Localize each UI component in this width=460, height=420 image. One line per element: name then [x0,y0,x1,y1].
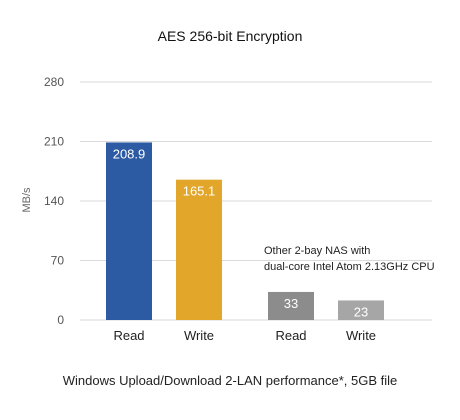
y-tick-label: 280 [44,75,64,89]
y-tick-label: 70 [51,254,65,268]
bar-value-label: 33 [284,296,298,311]
bar-4 [338,300,384,320]
x-category-label: Read [113,328,144,343]
bar-3 [268,291,314,320]
x-category-label: Read [275,328,306,343]
chart-title: AES 256-bit Encryption [158,28,303,44]
bars: 208.9 Read 165.1 Write 33 Read 23 Write [106,142,384,343]
annotation-line-2: dual-core Intel Atom 2.13GHz CPU [264,261,435,273]
y-axis-label: MB/s [21,187,33,213]
x-axis-caption: Windows Upload/Download 2-LAN performanc… [63,373,398,388]
bar-value-label: 208.9 [113,146,146,161]
bar-value-label: 23 [354,304,368,319]
annotation-line-1: Other 2-bay NAS with [264,245,370,257]
y-tick-label: 0 [57,313,64,327]
y-tick-label: 140 [44,194,64,208]
bar-1 [106,142,152,320]
x-category-label: Write [346,328,376,343]
x-category-label: Write [184,328,214,343]
bar-value-label: 165.1 [183,184,216,199]
bar-2 [176,179,222,320]
y-axis-ticks: 0 70 140 210 280 [44,75,64,327]
y-tick-label: 210 [44,135,64,149]
